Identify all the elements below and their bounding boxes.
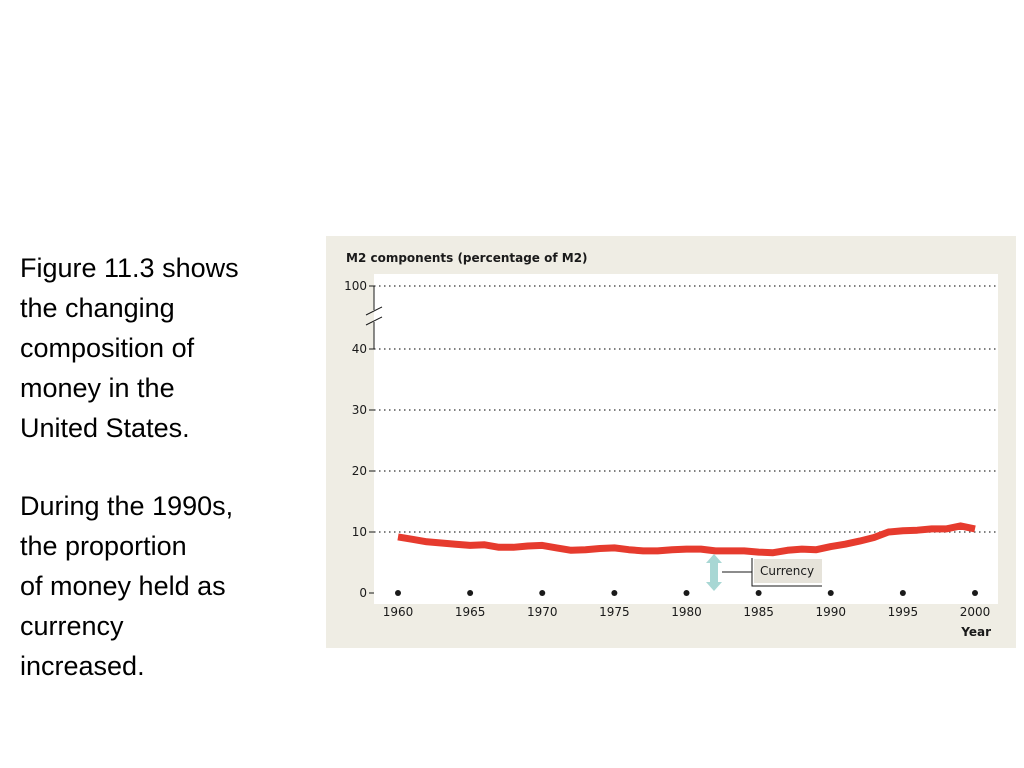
text-line: the proportion [20,531,187,561]
x-tick-label: 1980 [671,605,702,619]
chart-panel: M2 components (percentage of M2) 0 10 20 30… [326,236,1016,648]
x-tick-label: 1995 [888,605,919,619]
x-tick-dot [972,590,978,596]
x-tick-dot [395,590,401,596]
callout-box [754,559,822,583]
x-tick-label: 2000 [960,605,991,619]
chart-svg: M2 components (percentage of M2) 0 10 20 30… [344,251,998,639]
x-tick-dot [539,590,546,596]
x-tick-dot [467,590,474,596]
text-line: During the 1990s, [20,491,234,521]
y-tick-label: 100 [344,279,367,293]
text-line: increased. [20,651,145,681]
currency-callout: Currency [706,554,822,591]
x-tick-dot [755,590,762,596]
text-line: composition of [20,333,195,363]
x-tick-label: 1990 [815,605,846,619]
x-tick-dot [683,590,690,596]
bracket-arrow-icon [706,554,722,591]
y-tick-label: 30 [352,403,367,417]
chart-title: M2 components (percentage of M2) [346,251,588,265]
x-tick-label: 1960 [383,605,414,619]
y-tick-label: 0 [359,586,367,600]
text-line: of money held as [20,571,226,601]
text-line: United States. [20,413,190,443]
x-tick-label: 1965 [455,605,486,619]
x-tick-label: 1975 [599,605,630,619]
y-tick-label: 40 [352,342,367,356]
x-tick-dot [611,590,618,596]
axis-break-mark [365,316,383,326]
paragraph-figure-description: Figure 11.3 shows the changing compositi… [20,248,315,448]
x-tick-dot [899,590,906,596]
text-line: the changing [20,293,175,323]
axis-break-mark [365,306,383,316]
series-line-currency [397,522,976,557]
x-tick-label: 1985 [743,605,774,619]
text-line: currency [20,611,124,641]
plot-area [374,274,998,604]
x-tick-label: 1970 [527,605,558,619]
text-line: Figure 11.3 shows [20,253,239,283]
paragraph-currency-trend: During the 1990s, the proportion of mone… [20,486,315,686]
callout-label: Currency [760,564,814,578]
text-line: money in the [20,373,175,403]
y-tick-label: 10 [352,525,367,539]
callout-bracket [751,558,822,587]
x-axis-title: Year [960,625,991,639]
y-tick-label: 20 [352,464,367,478]
x-tick-dot [827,590,834,596]
